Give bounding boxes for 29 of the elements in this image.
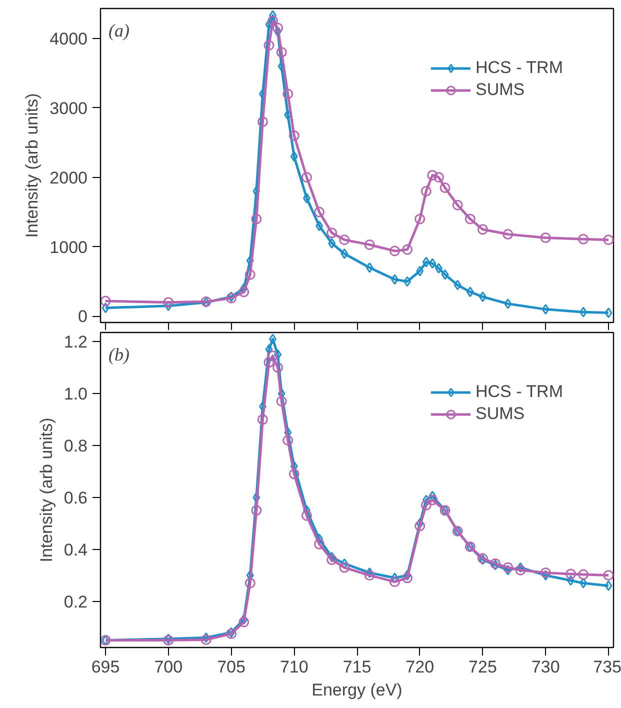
y-tick-label: 4000 [50, 29, 88, 48]
x-tick-label: 715 [342, 658, 372, 676]
x-axis-title: Energy (eV) [312, 680, 402, 700]
y-tick-label: 1000 [50, 238, 88, 257]
x-tick-label: 705 [217, 658, 246, 676]
legend-label: HCS - TRM [475, 382, 563, 402]
x-tick-label: 720 [406, 658, 434, 676]
x-tick-label: 735 [593, 658, 621, 676]
y-tick-label: 0.2 [64, 592, 88, 612]
annotation: (b) [108, 344, 130, 364]
y-tick-label: 3000 [50, 98, 88, 118]
legend-label: SUMS [475, 80, 525, 100]
x-tick-label: 695 [91, 658, 120, 676]
x-tick-label: 725 [468, 658, 497, 676]
y-axis-title: Intensity (arb units) [36, 418, 56, 562]
legend-label: SUMS [475, 404, 525, 424]
y-tick-label: 2000 [50, 168, 88, 188]
x-tick-label: 730 [531, 658, 560, 676]
y-tick-label: 0.6 [64, 488, 88, 508]
y-axis-title: Intensity (arb units) [22, 93, 42, 238]
x-tick-label: 700 [154, 658, 183, 676]
y-tick-label: 0 [78, 307, 88, 326]
y-tick-label: 0.8 [64, 436, 88, 456]
y-tick-label: 0.4 [64, 540, 88, 560]
x-tick-label: 710 [280, 658, 308, 676]
legend-label: HCS - TRM [475, 58, 563, 78]
y-tick-label: 1.0 [64, 384, 88, 404]
y-tick-label: 1.2 [64, 332, 88, 352]
annotation: (a) [108, 20, 130, 40]
